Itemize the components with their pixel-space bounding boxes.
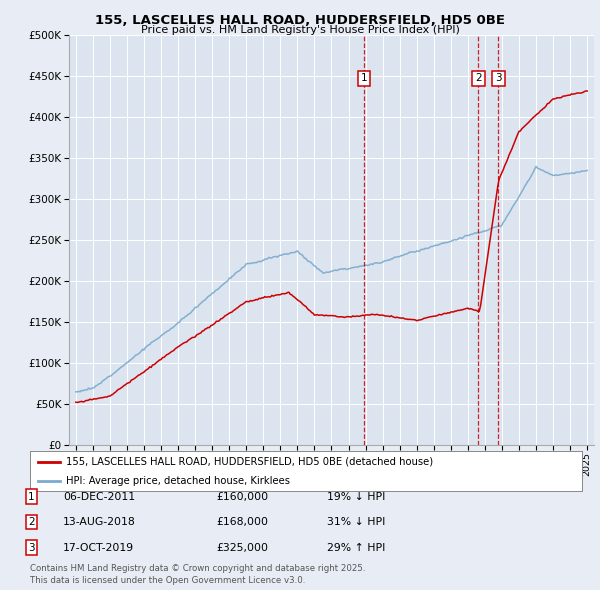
- Text: 06-DEC-2011: 06-DEC-2011: [63, 492, 135, 502]
- Text: HPI: Average price, detached house, Kirklees: HPI: Average price, detached house, Kirk…: [66, 476, 290, 486]
- Text: £325,000: £325,000: [216, 543, 268, 552]
- Text: 31% ↓ HPI: 31% ↓ HPI: [327, 517, 385, 527]
- Text: 155, LASCELLES HALL ROAD, HUDDERSFIELD, HD5 0BE (detached house): 155, LASCELLES HALL ROAD, HUDDERSFIELD, …: [66, 457, 433, 467]
- Text: 17-OCT-2019: 17-OCT-2019: [63, 543, 134, 552]
- Text: 3: 3: [495, 74, 502, 83]
- Text: 155, LASCELLES HALL ROAD, HUDDERSFIELD, HD5 0BE: 155, LASCELLES HALL ROAD, HUDDERSFIELD, …: [95, 14, 505, 27]
- Text: £160,000: £160,000: [216, 492, 268, 502]
- Text: 1: 1: [361, 74, 368, 83]
- Text: 2: 2: [28, 517, 35, 527]
- Text: Price paid vs. HM Land Registry's House Price Index (HPI): Price paid vs. HM Land Registry's House …: [140, 25, 460, 35]
- Text: 19% ↓ HPI: 19% ↓ HPI: [327, 492, 385, 502]
- Text: 13-AUG-2018: 13-AUG-2018: [63, 517, 136, 527]
- Text: 2: 2: [475, 74, 482, 83]
- Text: 1: 1: [28, 492, 35, 502]
- Text: 3: 3: [28, 543, 35, 552]
- Text: Contains HM Land Registry data © Crown copyright and database right 2025.
This d: Contains HM Land Registry data © Crown c…: [30, 565, 365, 585]
- Text: 29% ↑ HPI: 29% ↑ HPI: [327, 543, 385, 552]
- Text: £168,000: £168,000: [216, 517, 268, 527]
